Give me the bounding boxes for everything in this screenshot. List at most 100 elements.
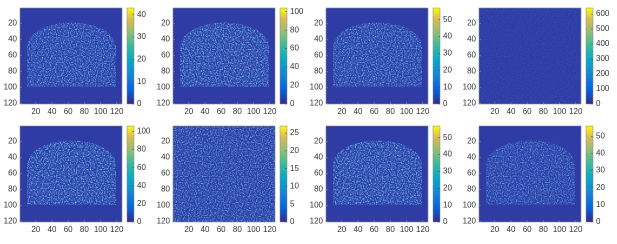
y-tick-label: 100 — [157, 83, 171, 92]
y-tick-label: 40 — [161, 153, 170, 162]
heatmap-texture — [27, 140, 116, 205]
y-tick-label: 100 — [463, 83, 477, 92]
x-tick-label: 100 — [400, 107, 414, 116]
y-tick-label: 100 — [463, 201, 477, 210]
x-tick-label: 40 — [354, 107, 363, 116]
x-tick-label: 80 — [80, 225, 89, 234]
colorbar-tick-label: 10 — [596, 200, 605, 209]
y-tick-label: 80 — [8, 185, 17, 194]
colorbar-tick-label: 60 — [137, 163, 146, 172]
x-tick-label: 80 — [539, 225, 548, 234]
heatmap-texture — [486, 140, 575, 205]
y-tick-label: 100 — [4, 83, 18, 92]
colorbar-tick-label: 5 — [290, 199, 295, 208]
axes-box — [325, 125, 429, 223]
y-tick-label: 20 — [314, 137, 323, 146]
colorbar — [432, 125, 441, 223]
x-tick-label: 40 — [201, 225, 210, 234]
y-tick-label: 80 — [467, 185, 476, 194]
y-tick-label: 20 — [161, 137, 170, 146]
colorbar-tick-label: 0 — [596, 99, 601, 108]
heatmap-texture — [479, 8, 581, 104]
y-tick-label: 60 — [314, 169, 323, 178]
y-tick-label: 80 — [314, 67, 323, 76]
colorbar-tick-label: 40 — [137, 10, 146, 19]
x-tick-label: 120 — [569, 225, 583, 234]
colorbar-tick-label: 300 — [596, 54, 610, 63]
y-tick-label: 20 — [314, 19, 323, 28]
colorbar — [126, 125, 135, 223]
y-tick-label: 120 — [4, 217, 18, 226]
y-tick-label: 120 — [463, 99, 477, 108]
x-tick-label: 80 — [233, 107, 242, 116]
colorbar-tick-label: 30 — [443, 167, 452, 176]
heatmap-texture — [333, 140, 422, 205]
x-tick-label: 120 — [569, 107, 583, 116]
x-tick-label: 100 — [94, 107, 108, 116]
y-tick-label: 80 — [467, 67, 476, 76]
colorbar-tick-label: 0 — [137, 99, 142, 108]
x-tick-label: 100 — [94, 225, 108, 234]
x-tick-label: 60 — [64, 225, 73, 234]
x-tick-label: 60 — [523, 225, 532, 234]
colorbar-tick-label: 40 — [443, 32, 452, 41]
colorbar-tick-label: 600 — [596, 9, 610, 18]
colorbar-tick-label: 15 — [290, 164, 299, 173]
colorbar — [585, 125, 594, 223]
x-tick-label: 80 — [386, 107, 395, 116]
colorbar — [432, 7, 441, 105]
x-tick-label: 40 — [48, 225, 57, 234]
y-tick-label: 40 — [8, 35, 17, 44]
x-tick-label: 20 — [31, 225, 40, 234]
y-tick-label: 80 — [161, 185, 170, 194]
x-tick-label: 80 — [386, 225, 395, 234]
y-tick-label: 40 — [161, 35, 170, 44]
y-tick-label: 40 — [8, 153, 17, 162]
x-tick-label: 20 — [337, 225, 346, 234]
x-tick-label: 100 — [247, 225, 261, 234]
x-tick-label: 60 — [523, 107, 532, 116]
colorbar-tick-label: 400 — [596, 39, 610, 48]
colorbar-tick-label: 200 — [596, 69, 610, 78]
y-tick-label: 120 — [157, 99, 171, 108]
axes-box — [478, 125, 582, 223]
x-tick-label: 80 — [539, 107, 548, 116]
colorbar-tick-label: 0 — [290, 99, 295, 108]
colorbar-tick-label: 20 — [290, 81, 299, 90]
y-tick-label: 20 — [467, 137, 476, 146]
colorbar-tick-label: 30 — [596, 166, 605, 175]
y-tick-label: 40 — [314, 153, 323, 162]
colorbar-tick-label: 50 — [596, 131, 605, 140]
x-tick-label: 40 — [201, 107, 210, 116]
x-tick-label: 60 — [64, 107, 73, 116]
x-tick-label: 40 — [507, 225, 516, 234]
y-tick-label: 100 — [157, 201, 171, 210]
y-tick-label: 120 — [157, 217, 171, 226]
x-tick-label: 80 — [233, 225, 242, 234]
y-tick-label: 120 — [4, 99, 18, 108]
colorbar — [126, 7, 135, 105]
heatmap-texture — [333, 22, 422, 87]
colorbar-tick-label: 20 — [137, 54, 146, 63]
colorbar — [279, 7, 288, 105]
colorbar — [585, 7, 594, 105]
axes-box — [172, 125, 276, 223]
y-tick-label: 20 — [8, 137, 17, 146]
axes-box — [172, 7, 276, 105]
colorbar-tick-label: 0 — [443, 217, 448, 226]
x-tick-label: 20 — [490, 107, 499, 116]
colorbar-tick-label: 0 — [596, 217, 601, 226]
y-tick-label: 60 — [8, 169, 17, 178]
x-tick-label: 120 — [110, 225, 124, 234]
x-tick-label: 60 — [370, 225, 379, 234]
y-tick-label: 20 — [8, 19, 17, 28]
y-tick-label: 20 — [161, 19, 170, 28]
y-tick-label: 60 — [8, 51, 17, 60]
colorbar-tick-label: 10 — [290, 182, 299, 191]
y-tick-label: 80 — [314, 185, 323, 194]
x-tick-label: 60 — [370, 107, 379, 116]
heatmap-texture — [27, 22, 116, 87]
